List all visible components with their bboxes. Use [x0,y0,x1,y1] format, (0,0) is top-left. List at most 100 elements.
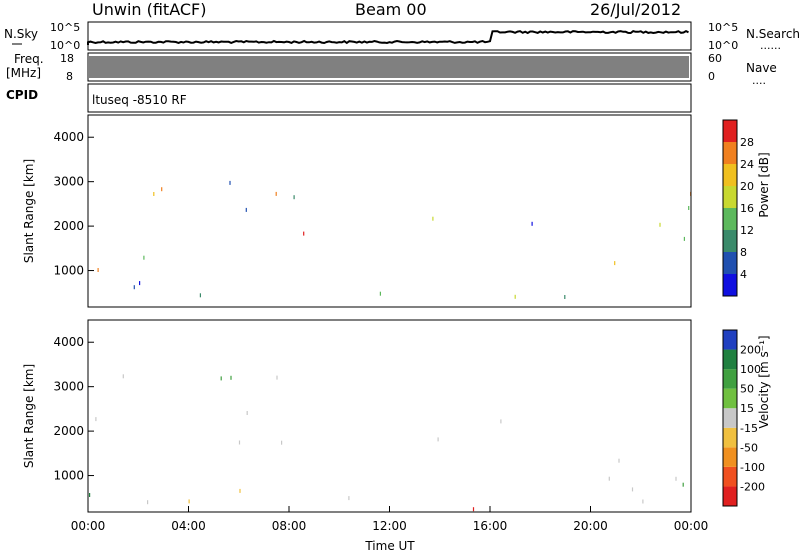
range-cell [348,496,350,501]
colorbar-tick-label: 15 [740,402,754,415]
range-cell [139,281,141,286]
range-cell [514,294,516,299]
noise-right-marker: ...... [760,39,781,52]
y-tick-label: 3000 [53,175,84,189]
colorbar-tick-label: 100 [740,363,761,376]
range-cell [220,376,222,381]
colorbar-tick-label: -15 [740,422,758,435]
date-title: 26/Jul/2012 [590,0,681,19]
beam-title: Beam 00 [355,0,427,19]
nave-marker: .... [752,74,766,87]
range-cell [614,261,616,266]
range-cell [437,437,439,442]
colorbar-tick-label: 12 [740,224,754,237]
colorbar-tick-label: -50 [740,441,758,454]
noise-left-label: N.Sky [4,27,38,41]
freq-panel-frame [87,52,692,82]
range-cell [97,268,99,272]
range-cell [246,411,248,415]
range-cell [432,216,434,221]
y-tick-label: 3000 [53,380,84,394]
velocity-data [89,374,684,512]
range-cell [564,295,566,299]
range-cell [230,375,232,380]
range-cell [133,285,135,290]
colorbar-segment [723,252,737,274]
colorbar-segment [723,120,737,142]
power-ylabel: Slant Range [km] [22,159,36,263]
range-cell [276,375,278,380]
range-cell [199,293,201,298]
freq-tick-top: 18 [60,52,74,65]
range-cell [683,236,685,241]
colorbar-segment [723,142,737,164]
colorbar-segment [723,208,737,230]
range-cell [531,221,533,226]
freq-bars [89,56,689,78]
power-colorbar-label: Power [dB] [757,152,771,217]
range-cell [500,419,502,424]
x-tick-label: 04:00 [171,519,206,533]
range-cell [608,476,610,481]
colorbar-segment [723,349,737,370]
colorbar-segment [723,388,737,409]
x-tick-label: 12:00 [372,519,407,533]
noise-left-tick-top: 10^5 [50,21,80,34]
station-title: Unwin (fitACF) [92,0,206,19]
x-tick-label: 20:00 [573,519,608,533]
y-tick-label: 2000 [53,219,84,233]
range-cell [153,192,155,196]
range-cell [631,487,634,492]
colorbar-tick-label: -100 [740,461,765,474]
colorbar-frame [722,329,738,507]
range-cell [281,440,283,445]
velocity-colorbar-label: Velocity [m s⁻¹] [757,335,771,428]
freq-label: Freq. [14,52,44,66]
range-cell [229,180,231,185]
range-cell [238,440,241,445]
colorbar-segment [723,164,737,186]
x-tick-label: 16:00 [473,519,508,533]
nave-tick-bottom: 0 [708,70,715,83]
x-axis-ticks: 00:00 04:00 08:00 12:00 16:00 20:00 00:00 [71,506,709,533]
range-cell [95,417,97,422]
power-data [97,180,692,299]
colorbar-tick-label: -200 [740,480,765,493]
y-tick-label: 2000 [53,424,84,438]
range-cell [682,482,684,487]
x-tick-label: 00:00 [674,519,709,533]
colorbar-tick-label: 8 [740,246,747,259]
cpid-panel-frame [87,83,692,113]
colorbar-tick-label: 4 [740,268,747,281]
freq-unit-label: [MHz] [6,66,41,80]
noise-right-tick-top: 10^5 [708,21,738,34]
range-cell [122,374,124,379]
power-colorbar: 4 8 12 16 20 24 28 [722,119,754,297]
y-tick-label: 4000 [53,335,84,349]
range-cell [143,255,145,260]
x-tick-label: 08:00 [272,519,307,533]
velocity-ylabel: Slant Range [km] [22,364,36,468]
range-cell [245,207,247,212]
range-cell [147,500,149,505]
power-panel-frame [87,114,692,308]
colorbar-segment [723,330,737,350]
y-tick-label: 1000 [53,469,84,483]
range-cell [379,291,381,296]
cpid-value: ltuseq -8510 RF [92,93,187,107]
range-cell [275,191,277,196]
colorbar-frame [722,119,738,297]
power-y-ticks: 1000 2000 3000 4000 [53,130,94,278]
range-cell [161,187,163,192]
range-cell [688,206,690,210]
noise-left-tick-bottom: 10^0 [50,39,80,52]
colorbar-segment [723,274,737,296]
noise-trace [87,29,689,45]
colorbar-segment [723,486,737,506]
noise-right-tick-bottom: 10^0 [708,39,738,52]
y-tick-label: 1000 [53,264,84,278]
range-cell [642,499,644,504]
range-cell [618,458,620,463]
velocity-colorbar: -200 -100 -50 -15 15 50 100 200 [722,329,765,507]
